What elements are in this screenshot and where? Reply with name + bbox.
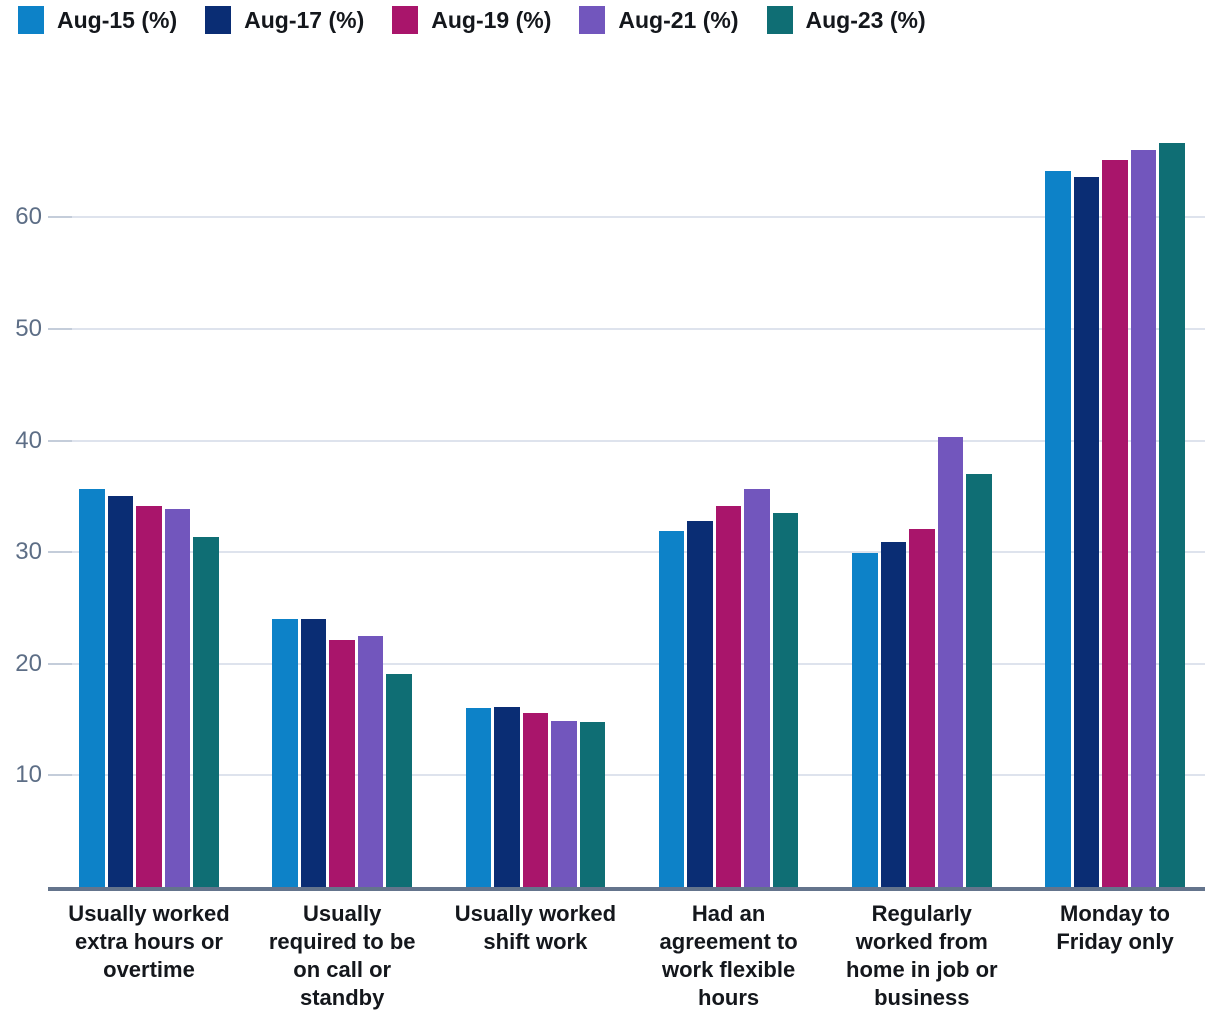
bar — [386, 673, 412, 887]
bar — [272, 619, 298, 887]
x-axis-label: Had an agreement to work flexible hours — [659, 901, 798, 1010]
bar — [715, 506, 742, 887]
gridline-20 — [48, 662, 1205, 665]
gridline-60 — [48, 216, 1205, 219]
bar — [107, 496, 134, 887]
bar — [1130, 150, 1157, 887]
bar — [1045, 170, 1071, 887]
bar — [772, 513, 799, 887]
y-tick-label: 50 — [15, 315, 42, 342]
x-axis-label: Usually worked shift work — [454, 901, 617, 954]
bar — [744, 488, 770, 887]
y-tick-label: 60 — [15, 203, 42, 231]
bar — [79, 488, 105, 887]
bar — [658, 530, 685, 887]
legend-swatch — [205, 6, 232, 34]
bar — [1073, 177, 1100, 887]
legend-label: Aug-15 (%) — [57, 6, 178, 33]
gridline-30 — [48, 551, 1205, 554]
legend-label: Aug-19 (%) — [431, 6, 552, 33]
x-axis-label: Usually worked extra hours or overtime — [68, 901, 230, 982]
bar — [937, 437, 964, 887]
bar — [966, 474, 992, 887]
chart-legend: Aug-15 (%) Aug-17 (%) Aug-19 (%) Aug-21 (%)… — [18, 6, 926, 34]
bar — [136, 506, 162, 887]
bar — [551, 720, 577, 887]
legend-swatch — [766, 6, 793, 34]
gridline-40 — [48, 439, 1205, 442]
legend-item-aug-15: Aug-15 (%) — [18, 6, 177, 34]
y-tick-label: 20 — [15, 649, 42, 677]
bar — [1102, 160, 1128, 887]
legend-item-aug-23: Aug-23 (%) — [766, 6, 926, 34]
bar — [852, 553, 878, 887]
y-tick-label: 10 — [15, 761, 42, 789]
legend-item-aug-19: Aug-19 (%) — [392, 6, 551, 34]
bar — [164, 508, 191, 887]
gridline-10 — [48, 774, 1205, 777]
x-axis-label: Monday to Friday only — [1056, 901, 1174, 954]
legend-swatch — [18, 6, 44, 34]
bar — [494, 707, 520, 887]
bar — [465, 708, 492, 887]
bar — [522, 712, 549, 887]
x-axis-line — [48, 887, 1205, 891]
legend-label: Aug-23 (%) — [805, 6, 926, 33]
legend-item-aug-17: Aug-17 (%) — [205, 6, 364, 34]
bar — [880, 542, 907, 887]
legend-label: Aug-21 (%) — [618, 6, 739, 33]
legend-item-aug-21: Aug-21 (%) — [579, 6, 739, 34]
x-axis-label: Regularly worked from home in job or busine… — [846, 901, 998, 1010]
bar — [909, 528, 935, 887]
y-tick-label: 40 — [15, 426, 42, 454]
legend-swatch — [392, 6, 419, 34]
bar — [357, 635, 384, 887]
bar — [1159, 142, 1185, 887]
bar — [193, 536, 219, 887]
legend-label: Aug-17 (%) — [244, 6, 365, 33]
bar — [687, 520, 713, 887]
y-tick-label: 30 — [15, 538, 42, 566]
x-axis-label: Usually required to be on call or standby — [268, 901, 416, 1010]
bar — [329, 640, 355, 887]
bar — [300, 619, 327, 887]
gridline-50 — [48, 328, 1205, 330]
bar — [579, 721, 606, 887]
legend-swatch — [579, 6, 606, 34]
